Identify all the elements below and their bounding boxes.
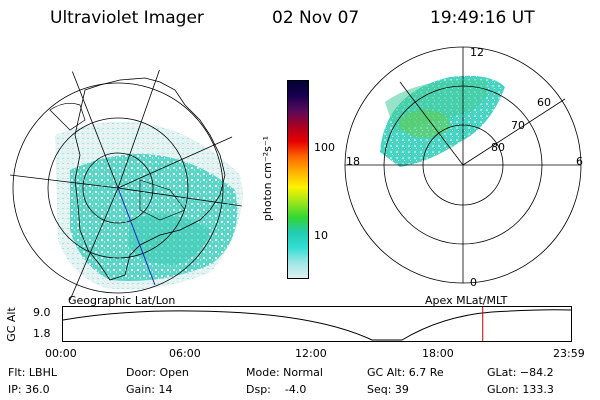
filter-info: Flt: LBHL (8, 366, 57, 379)
glon-info: GLon: 133.3 (487, 383, 554, 396)
geographic-image (10, 63, 243, 300)
colorbar-gradient (288, 81, 308, 278)
colorbar-unit-label: photon cm⁻²s⁻¹ (261, 135, 275, 222)
mlat-label-60: 60 (537, 96, 551, 109)
geographic-caption: Geographic Lat/Lon (68, 294, 176, 307)
ip-info: IP: 36.0 (8, 383, 50, 396)
apex-caption: Apex MLat/MLT (425, 294, 508, 307)
door-info: Door: Open (126, 366, 189, 379)
gc-alt-info: GC Alt: 6.7 Re (367, 366, 444, 379)
mode-info: Mode: Normal (246, 366, 323, 379)
colorbar (287, 80, 309, 279)
timeline-xtick-0000: 00:00 (45, 347, 77, 360)
timeline-xtick-1200: 12:00 (295, 347, 327, 360)
mlat-mlt-plot (344, 46, 582, 284)
timeline-ytick-top: 9.0 (33, 306, 51, 319)
mlt-label-6: 6 (576, 155, 583, 168)
colorbar-tick-100: 100 (314, 141, 335, 154)
mlt-label-0: 0 (470, 276, 477, 289)
dsp-info: Dsp: -4.0 (246, 383, 307, 396)
timeline-xtick-2359: 23:59 (553, 347, 585, 360)
glat-info: GLat: −84.2 (487, 366, 554, 379)
seq-info: Seq: 39 (367, 383, 409, 396)
mlt-label-18: 18 (346, 155, 360, 168)
timeline-ylabel: GC Alt (4, 307, 18, 342)
mlat-label-70: 70 (511, 119, 525, 132)
colorbar-tick-10: 10 (314, 229, 328, 242)
timeline-plot (62, 306, 572, 342)
timeline-ytick-bottom: 1.8 (33, 327, 51, 340)
timeline-xtick-0600: 06:00 (169, 347, 201, 360)
mlat-label-80: 80 (491, 141, 505, 154)
time-label: 19:49:16 UT (430, 8, 535, 28)
date-label: 02 Nov 07 (272, 8, 360, 28)
timeline-xtick-1800: 18:00 (422, 347, 454, 360)
gain-info: Gain: 14 (126, 383, 173, 396)
instrument-title: Ultraviolet Imager (50, 8, 204, 28)
mlt-label-12: 12 (470, 46, 484, 59)
